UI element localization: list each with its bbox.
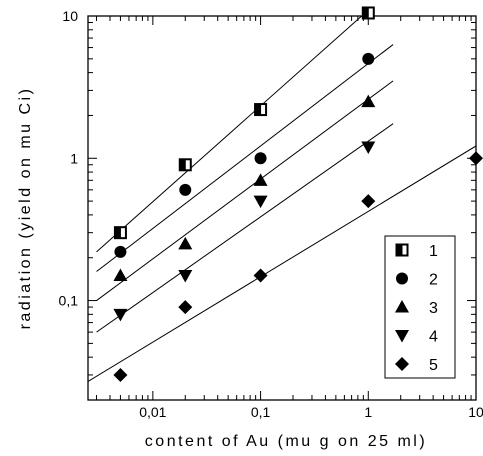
data-markers <box>113 6 483 382</box>
data-point-series-5 <box>113 367 128 382</box>
data-point-series-3 <box>113 268 128 281</box>
data-point-series-5 <box>253 268 268 283</box>
legend-marker-series-3 <box>395 300 409 313</box>
legend-marker-series-2 <box>396 272 408 285</box>
fit-line-series-5 <box>88 145 476 382</box>
data-point-series-5 <box>469 151 483 166</box>
fit-line-series-2 <box>96 44 394 272</box>
y-tick-label: 0,1 <box>59 293 79 309</box>
legend-marker-series-4 <box>395 330 409 343</box>
data-point-series-4 <box>361 141 376 155</box>
data-point-series-4 <box>113 308 128 322</box>
legend-marker-series-1 <box>395 243 409 257</box>
fit-line-series-3 <box>96 80 394 301</box>
legend-label: 3 <box>429 300 438 317</box>
data-point-series-1 <box>113 226 127 240</box>
data-point-series-5 <box>361 194 376 209</box>
fit-line-series-4 <box>96 123 394 333</box>
legend-marker-series-5 <box>395 357 409 371</box>
data-point-series-1 <box>254 103 268 117</box>
x-tick-label: 0,1 <box>251 404 271 420</box>
legend: 1 2 3 4 5 <box>384 235 456 379</box>
legend-label: 2 <box>429 272 438 289</box>
data-point-series-3 <box>253 173 268 186</box>
fit-lines <box>88 16 476 382</box>
y-tick-label: 1 <box>70 150 78 166</box>
plot-frame <box>87 15 477 401</box>
fit-line-series-1 <box>96 16 363 253</box>
x-tick-label: 0,01 <box>139 404 166 420</box>
axis-ticks: 0,01 0,1 1 10 0,1 1 10 <box>59 8 483 420</box>
legend-label: 4 <box>429 329 438 346</box>
x-tick-label: 1 <box>364 404 372 420</box>
data-point-series-1 <box>361 6 375 20</box>
x-tick-label: 10 <box>468 404 483 420</box>
data-point-series-2 <box>254 152 267 165</box>
y-axis-title: radiation (yield on mu Ci) <box>17 87 34 330</box>
data-point-series-2 <box>362 52 375 65</box>
data-point-series-2 <box>114 245 127 258</box>
data-point-series-2 <box>179 183 192 196</box>
legend-label: 1 <box>429 243 438 260</box>
data-point-series-4 <box>253 195 268 209</box>
data-point-series-4 <box>178 269 193 283</box>
legend-box <box>384 235 456 379</box>
y-tick-label: 10 <box>62 8 78 24</box>
data-point-series-3 <box>361 94 376 108</box>
x-axis-title: content of Au (mu g on 25 ml) <box>145 433 427 450</box>
data-point-series-3 <box>178 236 193 250</box>
legend-label: 5 <box>429 357 438 374</box>
data-point-series-5 <box>178 300 193 315</box>
data-point-series-1 <box>178 158 192 172</box>
